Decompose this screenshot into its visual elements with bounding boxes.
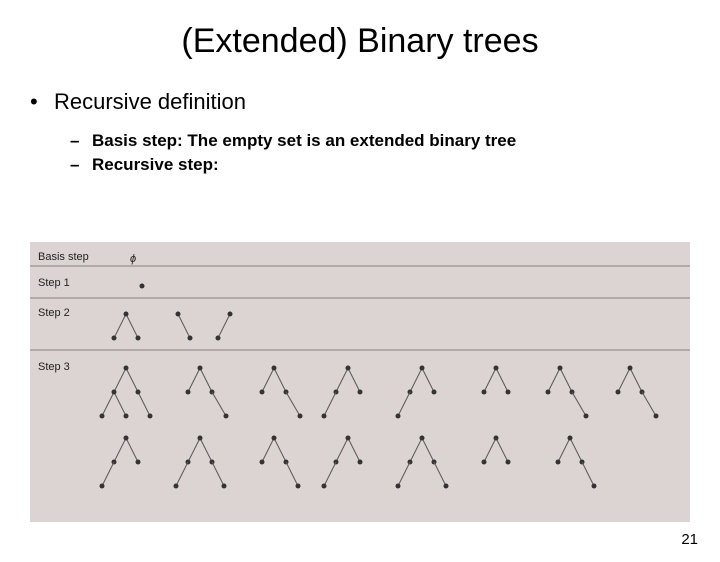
bullet-recursive-def: Recursive definition (30, 89, 720, 115)
svg-text:Step 2: Step 2 (38, 307, 70, 319)
tree-steps-svg: Basis step ϕ Step 1 Step 2 Step 3 (30, 242, 690, 522)
svg-text:Step 3: Step 3 (38, 361, 70, 373)
svg-text:Step 1: Step 1 (38, 277, 70, 289)
svg-text:ϕ: ϕ (130, 253, 136, 265)
page-title: (Extended) Binary trees (0, 22, 720, 61)
svg-text:Basis step: Basis step (38, 251, 89, 263)
tree-steps-figure: Basis step ϕ Step 1 Step 2 Step 3 (30, 242, 690, 522)
bullet-recursive-step: Recursive step: (70, 153, 720, 177)
bullet-basis-step: Basis step: The empty set is an extended… (70, 129, 720, 153)
